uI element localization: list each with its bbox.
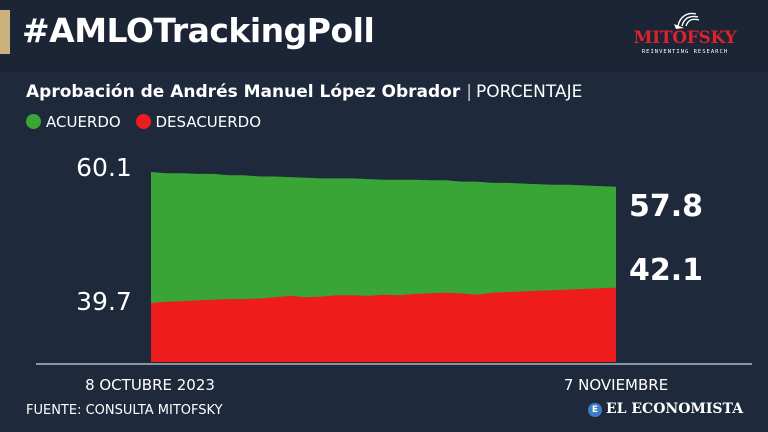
- header-bar: #AMLOTrackingPoll MITOFSKY REINVENTING R…: [0, 0, 768, 72]
- x-label-start: 8 OCTUBRE 2023: [85, 376, 215, 394]
- chart-subtitle: Aprobación de Andrés Manuel López Obrado…: [26, 82, 582, 102]
- logo-tagline: REINVENTING RESEARCH: [641, 49, 729, 55]
- subtitle-separator: |: [466, 82, 472, 102]
- legend-label-desacuerdo: DESACUERDO: [155, 113, 262, 131]
- label-acuerdo-end: 57.8: [629, 189, 703, 224]
- label-desacuerdo-start: 39.7: [76, 287, 132, 316]
- legend: ACUERDO DESACUERDO: [26, 113, 271, 131]
- page-title: #AMLOTrackingPoll: [22, 11, 375, 50]
- legend-swatch-acuerdo: [26, 114, 41, 129]
- mitofsky-logo: MITOFSKY REINVENTING RESEARCH: [626, 12, 746, 62]
- legend-label-acuerdo: ACUERDO: [46, 113, 121, 131]
- x-label-end: 7 NOVIEMBRE: [564, 376, 668, 394]
- footer-source: FUENTE: CONSULTA MITOFSKY: [26, 403, 223, 418]
- footer-brand-logo: E EL ECONOMISTA: [588, 401, 743, 417]
- subtitle-main: Aprobación de Andrés Manuel López Obrado…: [26, 82, 461, 102]
- subtitle-unit: PORCENTAJE: [475, 82, 583, 102]
- logo-brand: MITOFSKY: [633, 28, 737, 48]
- legend-swatch-desacuerdo: [135, 114, 151, 129]
- el-economista-icon: E: [588, 403, 602, 417]
- label-acuerdo-start: 60.1: [76, 153, 132, 182]
- accent-bar: [0, 10, 10, 54]
- footer-brand-text: EL ECONOMISTA: [606, 401, 744, 417]
- area-desacuerdo: [151, 287, 616, 362]
- legend-item-acuerdo: ACUERDO: [26, 113, 121, 131]
- dove-icon: [674, 12, 700, 29]
- legend-item-desacuerdo: DESACUERDO: [135, 113, 262, 131]
- label-desacuerdo-end: 42.1: [629, 253, 703, 288]
